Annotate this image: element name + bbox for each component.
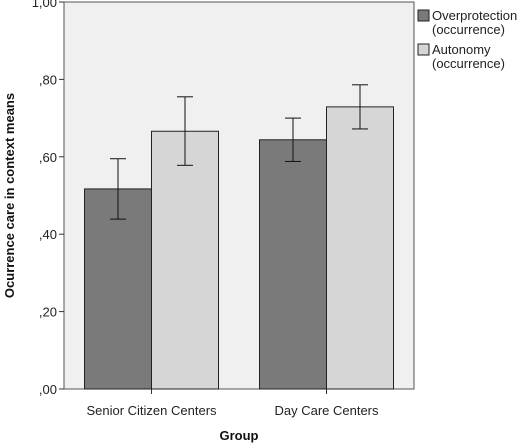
y-axis-title: Ocurrence care in context means <box>2 93 17 298</box>
legend-label: Autonomy <box>432 42 491 57</box>
y-tick-label: 1,00 <box>32 0 57 10</box>
legend: Overprotection(occurrence)Autonomy(occur… <box>417 8 517 71</box>
bar <box>151 130 219 390</box>
x-axis: Senior Citizen Centers Day Care Centers <box>86 389 379 418</box>
y-tick-label: ,40 <box>39 227 57 242</box>
bar <box>84 188 152 390</box>
x-axis-title: Group <box>220 428 259 443</box>
legend-swatch <box>417 9 430 22</box>
legend-label: (occurrence) <box>432 56 505 71</box>
y-tick-label: ,20 <box>39 305 57 320</box>
y-tick-label: ,60 <box>39 150 57 165</box>
legend-label: Overprotection <box>432 8 517 23</box>
y-tick-label: ,00 <box>39 382 57 397</box>
error-bars <box>110 84 368 220</box>
y-tick-label: ,80 <box>39 72 57 87</box>
bar <box>259 139 327 390</box>
bar <box>326 106 394 390</box>
x-tick-label: Senior Citizen Centers <box>86 403 217 418</box>
x-tick-label: Day Care Centers <box>274 403 379 418</box>
bars <box>84 106 394 390</box>
legend-label: (occurrence) <box>432 22 505 37</box>
legend-swatch <box>417 43 430 56</box>
y-axis: ,00 ,20 ,40 ,60 ,80 1,00 <box>32 0 64 397</box>
